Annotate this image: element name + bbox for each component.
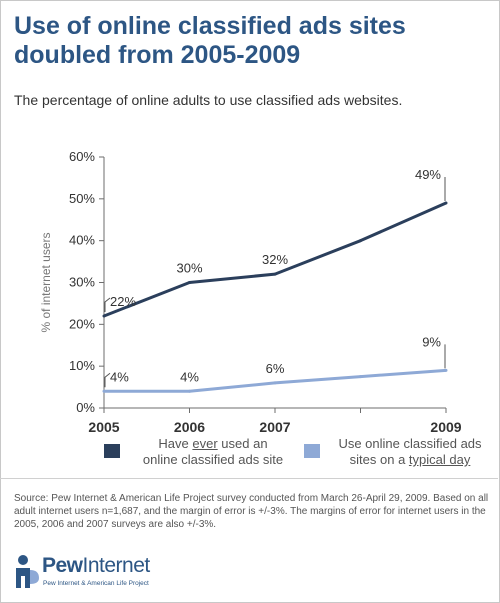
footer-divider [0, 478, 498, 479]
data-label-ever: 22% [110, 294, 136, 309]
legend-label-ever: Have ever used an online classified ads … [128, 436, 298, 468]
legend-ever-text-line2: online classified ads site [142, 452, 284, 467]
data-point-typical [359, 375, 362, 379]
y-tick-label: 40% [69, 233, 95, 248]
legend-swatch-ever [104, 444, 120, 458]
chart-title: Use of online classified ads sites doubl… [14, 12, 406, 69]
data-label-typical: 4% [180, 369, 199, 384]
logo-word-light: Internet [82, 554, 151, 577]
pew-logo-mark-icon [16, 555, 39, 588]
data-point-ever [273, 272, 277, 276]
x-tick-label: 2009 [430, 419, 461, 435]
data-point-typical [444, 368, 448, 372]
x-tick-label: 2006 [174, 419, 205, 435]
data-label-ever: 30% [176, 261, 202, 276]
chart-subtitle: The percentage of online adults to use c… [14, 92, 403, 108]
data-point-typical [102, 389, 106, 393]
y-tick-label: 50% [69, 191, 95, 206]
legend-ever-text-post: used an [217, 436, 268, 451]
y-axis-title: % of internet users [39, 232, 53, 332]
pew-internet-logo: PewInternet Pew Internet & American Life… [12, 552, 212, 592]
y-tick-label: 60% [69, 149, 95, 164]
legend-typical-text-pre: sites on a [349, 452, 409, 467]
data-point-ever [188, 281, 191, 284]
data-label-typical: 9% [422, 334, 441, 349]
data-point-typical [188, 389, 191, 393]
logo-tagline: Pew Internet & American Life Project [43, 580, 149, 587]
y-tick-label: 10% [69, 358, 95, 373]
data-label-ever: 49% [415, 167, 441, 182]
data-point-ever [444, 201, 448, 205]
source-note: Source: Pew Internet & American Life Pro… [14, 493, 489, 530]
callout-leader-typical [104, 372, 111, 388]
data-label-ever: 32% [262, 252, 288, 267]
data-point-ever [102, 314, 106, 318]
data-point-typical [273, 381, 277, 385]
y-tick-label: 20% [69, 316, 95, 331]
data-label-typical: 4% [110, 369, 129, 384]
y-tick-label: 30% [69, 275, 95, 290]
data-point-ever [359, 239, 362, 243]
logo-wordmark: PewInternet [42, 554, 150, 578]
callout-leader-ever [104, 297, 111, 312]
legend-ever-text-pre: Have [158, 436, 193, 451]
logo-word-bold: Pew [42, 554, 83, 577]
x-tick-label: 2005 [88, 419, 119, 435]
line-chart: 0% 10% 20% 30% 40% 50% 60% 2005 2006 2007 2009 % of… [39, 149, 462, 435]
legend-typical-text-underlined: typical day [408, 452, 471, 467]
legend-swatch-typical [304, 444, 320, 458]
legend-ever-text-underlined: ever [192, 436, 218, 451]
y-tick-label: 0% [76, 400, 95, 415]
legend-label-typical: Use online classified ads sites on a typ… [326, 436, 494, 468]
x-tick-label: 2007 [259, 419, 290, 435]
data-label-typical: 6% [266, 361, 285, 376]
legend-typical-text-line1: Use online classified ads [338, 436, 482, 451]
